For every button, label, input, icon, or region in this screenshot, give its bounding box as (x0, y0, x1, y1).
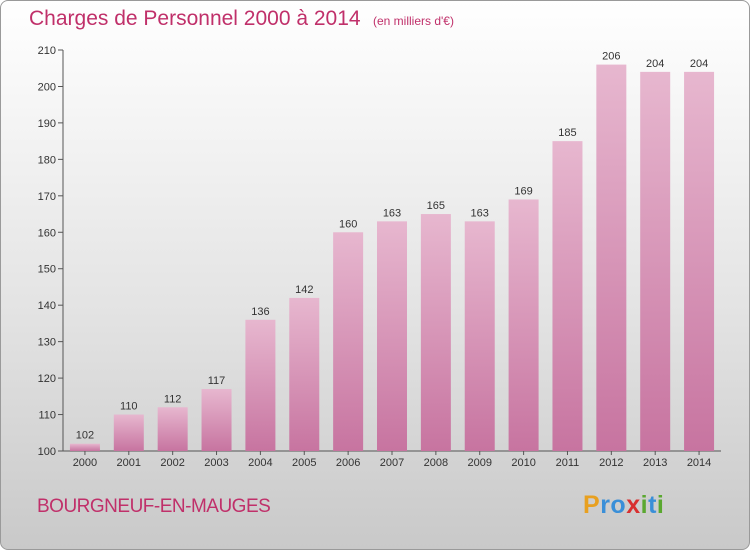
x-tick-label: 2010 (511, 457, 535, 469)
x-tick-label: 2013 (643, 457, 667, 469)
bar-2007 (377, 221, 407, 451)
data-label: 160 (339, 218, 357, 230)
bar-2012 (596, 64, 627, 451)
bar-2003 (201, 389, 232, 451)
chart-title: Charges de Personnel 2000 à 2014 (29, 7, 361, 30)
y-tick-label: 170 (38, 191, 56, 203)
logo-letter: P (583, 491, 601, 519)
logo-letter: r (600, 491, 611, 519)
y-tick-label: 180 (38, 154, 56, 166)
logo-letter: i (656, 491, 665, 519)
y-tick-label: 140 (38, 300, 56, 312)
data-label: 112 (164, 393, 182, 405)
bar-2013 (640, 71, 671, 451)
data-label: 185 (558, 127, 576, 139)
bar-2011 (552, 141, 583, 452)
x-tick-label: 2012 (599, 457, 623, 469)
chart-subtitle: (en milliers d'€) (373, 14, 454, 28)
x-tick-label: 2005 (292, 457, 316, 469)
y-tick-label: 200 (38, 81, 56, 93)
y-tick-label: 130 (38, 337, 56, 349)
bar-2005 (289, 297, 320, 451)
y-tick-label: 120 (38, 373, 56, 385)
y-tick-label: 160 (38, 227, 56, 239)
x-tick-label: 2006 (336, 457, 360, 469)
data-label: 102 (76, 430, 94, 442)
x-tick-label: 2003 (204, 457, 228, 469)
x-tick-label: 2009 (467, 457, 491, 469)
x-tick-label: 2014 (687, 457, 711, 469)
logo-letter: x (626, 491, 641, 519)
data-label: 142 (295, 284, 313, 296)
x-tick-label: 2000 (73, 457, 97, 469)
x-tick-label: 2011 (556, 457, 580, 469)
data-label: 165 (427, 200, 445, 212)
data-label: 163 (471, 207, 489, 219)
data-label: 117 (208, 375, 226, 387)
x-tick-label: 2001 (117, 457, 141, 469)
bar-2010 (508, 199, 539, 451)
x-tick-label: 2008 (424, 457, 448, 469)
data-label: 204 (690, 58, 708, 70)
logo-letter: o (610, 491, 627, 519)
data-label: 206 (602, 51, 620, 63)
y-tick-label: 210 (38, 45, 56, 57)
proxiti-logo: Proxiti (583, 491, 664, 520)
data-label: 169 (514, 185, 532, 197)
bar-2004 (245, 319, 276, 451)
data-label: 136 (251, 306, 269, 318)
data-label: 204 (646, 58, 664, 70)
x-tick-label: 2004 (248, 457, 272, 469)
data-label: 163 (383, 207, 401, 219)
bar-2006 (333, 232, 364, 451)
logo-letter: i (640, 491, 649, 519)
bar-2008 (420, 214, 451, 451)
y-tick-label: 150 (38, 264, 56, 276)
logo-letter: t (648, 491, 657, 519)
bar-2000 (69, 443, 100, 451)
bar-2002 (157, 407, 188, 451)
bars: 102 110 112 117 136 142 160 163 165 163 169 185 206 2… (69, 51, 715, 452)
data-label: 110 (120, 401, 138, 413)
x-tick-label: 2002 (160, 457, 184, 469)
x-tick-label: 2007 (380, 457, 404, 469)
commune-name: BOURGNEUF-EN-MAUGES (37, 496, 271, 517)
bar-2001 (113, 414, 144, 451)
bar-2009 (464, 221, 495, 451)
y-tick-label: 110 (38, 410, 56, 422)
y-tick-label: 190 (38, 118, 56, 130)
bar-2014 (684, 71, 715, 451)
y-tick-label: 100 (38, 446, 56, 458)
